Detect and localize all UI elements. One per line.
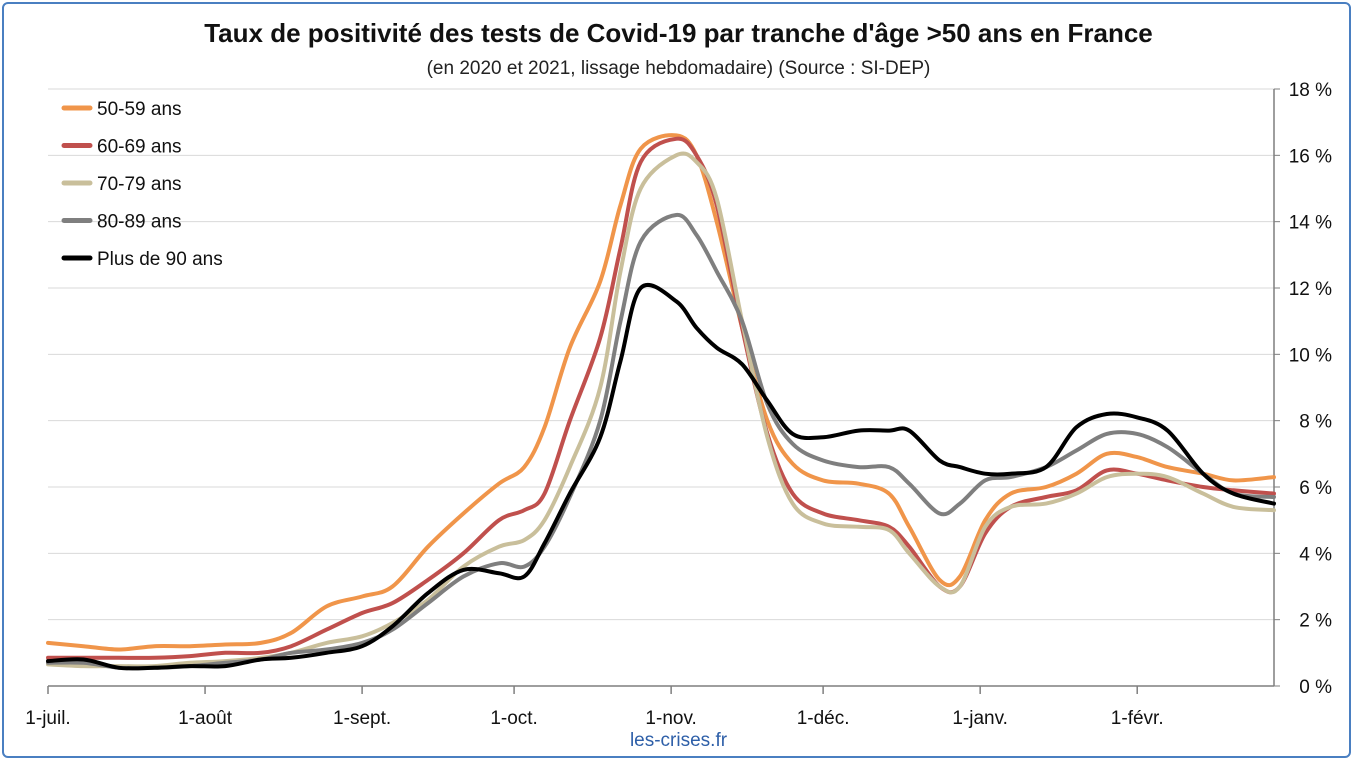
x-tick-label: 1-oct. [490, 708, 538, 729]
x-tick-label: 1-févr. [1111, 708, 1164, 729]
series-line-70-79-ans [46, 151, 1276, 669]
series-lines [46, 133, 1276, 671]
x-tick-label: 1-sept. [333, 708, 391, 729]
y-tick-label: 14 % [1289, 213, 1332, 234]
y-tick-label: 8 % [1299, 412, 1332, 433]
chart-title: Taux de positivité des tests de Covid-19… [204, 18, 1153, 48]
series-line-60-69-ans [46, 136, 1276, 660]
y-tick-label: 10 % [1289, 345, 1332, 366]
y-tick-label: 2 % [1299, 611, 1332, 632]
y-tick-label: 12 % [1289, 279, 1332, 300]
y-tick-label: 0 % [1299, 677, 1332, 698]
x-tick-label: 1-déc. [797, 708, 850, 729]
x-tick-label: 1-janv. [952, 708, 1008, 729]
y-tick-label: 16 % [1289, 146, 1332, 167]
legend-label-60-69-ans: 60-69 ans [97, 137, 182, 158]
axes: 0 % 2 % 4 % 6 % 8 % 10 % 12 % 14 % 16 % 18 % 1-jui… [25, 80, 1332, 729]
series-line-80-89-ans [46, 212, 1276, 671]
series-line-50-59-ans [46, 133, 1276, 652]
chart-subtitle: (en 2020 et 2021, lissage hebdomadaire) … [426, 58, 931, 79]
x-tick-label: 1-nov. [645, 708, 696, 729]
legend-label-80-89-ans: 80-89 ans [97, 212, 182, 233]
source-credit: les-crises.fr [629, 730, 728, 751]
x-tick-label: 1-juil. [25, 708, 70, 729]
legend-label-70-79-ans: 70-79 ans [97, 174, 182, 195]
legend-label-50-59-ans: 50-59 ans [97, 99, 182, 120]
y-tick-label: 4 % [1299, 544, 1332, 565]
legend: 50-59 ans 60-69 ans 70-79 ans 80-89 ans Plus… [61, 99, 223, 270]
legend-label-plus-de-90-ans: Plus de 90 ans [97, 249, 223, 270]
x-tick-label: 1-août [178, 708, 233, 729]
series-line-plus-de-90-ans [46, 282, 1276, 671]
y-tick-label: 18 % [1289, 80, 1332, 101]
grid-lines [48, 88, 1274, 621]
y-tick-label: 6 % [1299, 478, 1332, 499]
